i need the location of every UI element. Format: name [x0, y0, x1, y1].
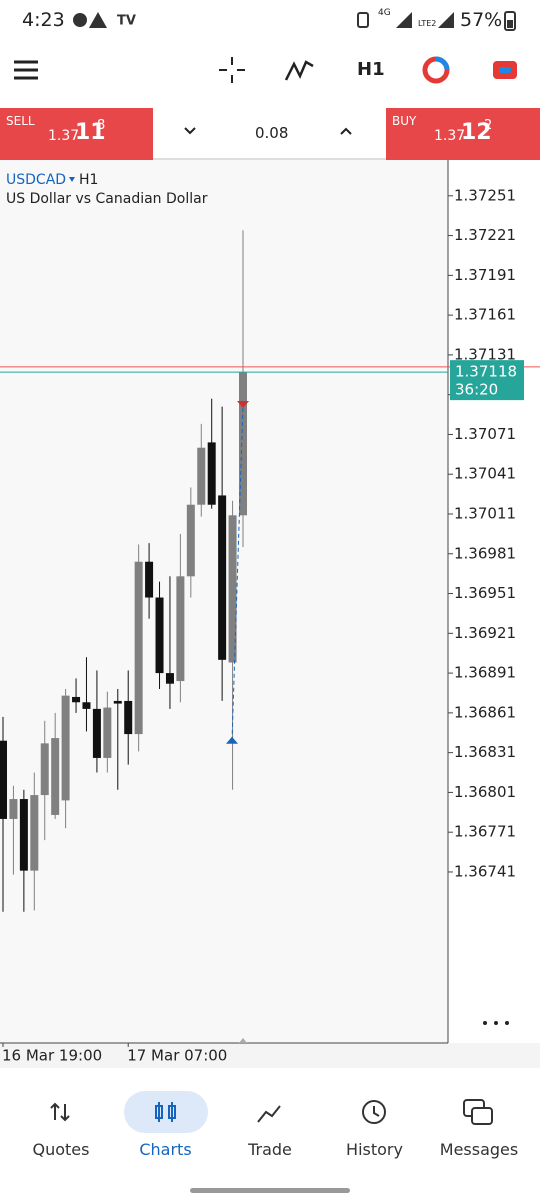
buy-price: 1.37	[434, 128, 466, 144]
candle-body	[145, 561, 154, 598]
candle-body	[124, 700, 133, 735]
y-tick-label: 1.37131	[454, 345, 516, 363]
candle-body	[186, 504, 195, 577]
clock: 4:23	[22, 9, 65, 31]
y-tick-label: 1.37191	[454, 266, 516, 284]
volume-control: 0.08	[153, 108, 386, 160]
y-tick-label: 1.37251	[454, 186, 516, 204]
sell-button[interactable]: SELL 1.37 11 8	[0, 108, 153, 160]
decrease-volume[interactable]	[183, 126, 197, 136]
menu-button[interactable]	[14, 60, 38, 80]
chart-timeframe: H1	[79, 172, 98, 188]
crosshair-button[interactable]	[219, 57, 245, 83]
volume[interactable]: 0.08	[255, 124, 289, 142]
candle-body	[72, 696, 81, 703]
svg-text:TV: TV	[117, 14, 136, 29]
sell-price: 1.37	[48, 128, 80, 144]
signal-icons	[357, 12, 454, 28]
candle-body	[82, 702, 91, 709]
y-tick-label: 1.36951	[454, 584, 516, 602]
sell-arrow	[237, 400, 249, 408]
candle-body	[40, 743, 49, 796]
notification-icons: TV	[73, 12, 136, 29]
y-tick-label: 1.37011	[454, 504, 516, 522]
symbol: USDCAD	[6, 172, 66, 188]
y-tick-label: 1.37161	[454, 306, 516, 324]
y-tick-label: 1.36891	[454, 664, 516, 682]
candle-body	[51, 738, 60, 815]
status-bar: 4:23 TV 4G LTE2 57%	[0, 0, 540, 40]
y-tick-label: 1.36861	[454, 703, 516, 721]
candle-body	[113, 700, 122, 704]
nav-item[interactable]: History	[346, 1140, 403, 1159]
toolbar: H1	[0, 40, 540, 102]
timeframe-button[interactable]: H1	[357, 59, 385, 80]
nav-item[interactable]: Quotes	[32, 1140, 90, 1159]
candle-body	[61, 695, 70, 801]
carrier: LTE2	[418, 19, 437, 28]
y-tick-label: 1.36831	[454, 743, 516, 761]
candle-body	[0, 740, 7, 819]
trade-panel: SELL 1.37 11 8 0.08 BUY 1.37 12 2	[0, 108, 540, 160]
nav-item[interactable]: Trade	[248, 1140, 292, 1159]
candle-body	[9, 799, 18, 819]
y-tick-label: 1.37221	[454, 226, 516, 244]
battery: 57%	[460, 9, 503, 31]
bid-price: 1.37118	[455, 363, 517, 381]
candle-body	[165, 673, 174, 684]
trade-link	[231, 403, 244, 741]
sell-price-big: 11	[75, 120, 106, 145]
buy-arrow	[226, 736, 238, 744]
candle-body	[19, 799, 28, 871]
y-tick-label: 1.37041	[454, 465, 516, 483]
x-tick-label: 16 Mar 19:00	[2, 1047, 102, 1065]
chart[interactable]: USDCAD H1 US Dollar vs Canadian Dollar 1…	[0, 160, 540, 1068]
buy-button[interactable]: BUY 1.37 12 2	[386, 108, 540, 160]
candle-body	[228, 515, 237, 663]
candle-body	[197, 447, 206, 505]
x-tick-label: 17 Mar 07:00	[127, 1047, 227, 1065]
bottom-nav: Quotes Charts Trade History Messages	[0, 1068, 540, 1200]
candle-body	[207, 442, 216, 505]
increase-volume[interactable]	[339, 126, 353, 136]
network-type: 4G	[378, 8, 391, 18]
candle-body	[103, 707, 112, 758]
buy-price-big: 12	[461, 120, 492, 145]
y-tick-label: 1.36921	[454, 624, 516, 642]
symbol-description: US Dollar vs Canadian Dollar	[6, 191, 208, 207]
bid-tag-bg	[450, 360, 524, 401]
indicators-button[interactable]	[284, 60, 314, 81]
nav-item[interactable]: Charts	[139, 1140, 192, 1159]
sell-price-sup: 8	[97, 118, 106, 133]
candle-body	[176, 576, 185, 682]
y-tick-label: 1.36771	[454, 823, 516, 841]
buy-price-sup: 2	[484, 118, 493, 133]
candle-body	[155, 597, 164, 674]
candle-body	[92, 708, 101, 758]
battery-icon	[504, 11, 516, 31]
candle-body	[239, 372, 247, 516]
y-tick-label: 1.36981	[454, 544, 516, 562]
toolbar-icons	[14, 56, 517, 84]
candle-body	[30, 795, 39, 871]
buy-label: BUY	[392, 114, 417, 128]
y-tick-label: 1.37071	[454, 425, 516, 443]
sell-label: SELL	[6, 114, 35, 128]
countdown: 36:20	[455, 381, 498, 399]
candle-body	[218, 495, 227, 660]
y-tick-label: 1.36801	[454, 783, 516, 801]
candle-body	[134, 561, 143, 735]
nav-icons	[50, 1099, 493, 1125]
y-tick-label: 1.36741	[454, 862, 516, 880]
nav-item[interactable]: Messages	[439, 1140, 519, 1159]
